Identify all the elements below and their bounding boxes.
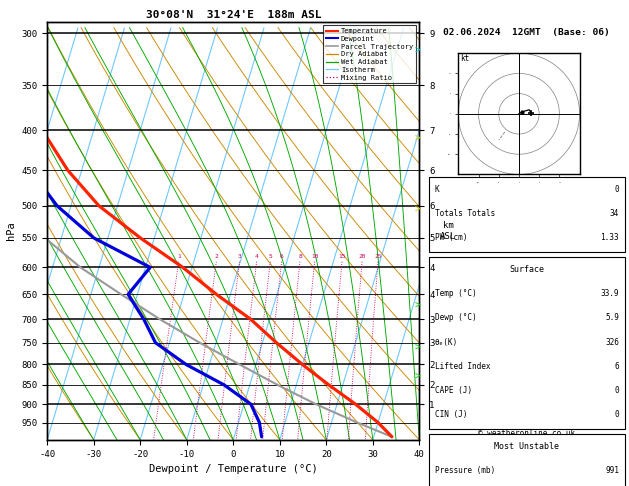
FancyBboxPatch shape: [429, 434, 625, 486]
Text: 3: 3: [238, 254, 242, 259]
Text: 02.06.2024  12GMT  (Base: 06): 02.06.2024 12GMT (Base: 06): [443, 28, 610, 37]
Text: 326: 326: [605, 338, 619, 347]
Text: 33.9: 33.9: [601, 289, 619, 298]
FancyBboxPatch shape: [429, 257, 625, 429]
Text: PW (cm): PW (cm): [435, 233, 467, 242]
Y-axis label: hPa: hPa: [6, 222, 16, 240]
Text: Most Unstable: Most Unstable: [494, 442, 559, 451]
Text: 6: 6: [280, 254, 284, 259]
Text: 2: 2: [214, 254, 218, 259]
Text: >: >: [415, 134, 420, 144]
Text: >: >: [415, 205, 420, 215]
Text: >: >: [415, 372, 420, 382]
Text: 5: 5: [269, 254, 272, 259]
Text: 6: 6: [615, 362, 619, 371]
Text: CIN (J): CIN (J): [435, 410, 467, 419]
Text: >: >: [415, 343, 420, 353]
Text: >: >: [415, 301, 420, 311]
Text: CAPE (J): CAPE (J): [435, 386, 472, 395]
Text: 1: 1: [177, 254, 181, 259]
Text: Pressure (mb): Pressure (mb): [435, 467, 495, 475]
Text: 20: 20: [359, 254, 366, 259]
FancyBboxPatch shape: [429, 176, 625, 252]
Text: Lifted Index: Lifted Index: [435, 362, 491, 371]
Legend: Temperature, Dewpoint, Parcel Trajectory, Dry Adiabat, Wet Adiabat, Isotherm, Mi: Temperature, Dewpoint, Parcel Trajectory…: [323, 25, 416, 83]
Text: 5.9: 5.9: [605, 313, 619, 322]
Text: 34: 34: [610, 209, 619, 218]
Text: 25: 25: [374, 254, 382, 259]
Text: θₑ(K): θₑ(K): [435, 338, 458, 347]
Text: 0: 0: [615, 386, 619, 395]
Text: © weatheronline.co.uk: © weatheronline.co.uk: [478, 429, 576, 438]
Text: 1.33: 1.33: [601, 233, 619, 242]
Text: >: >: [415, 46, 420, 56]
Text: Dewp (°C): Dewp (°C): [435, 313, 476, 322]
Text: K: K: [435, 185, 440, 193]
X-axis label: Dewpoint / Temperature (°C): Dewpoint / Temperature (°C): [149, 464, 318, 474]
Text: kt: kt: [460, 54, 470, 63]
Title: 30°08'N  31°24'E  188m ASL: 30°08'N 31°24'E 188m ASL: [145, 10, 321, 20]
Text: Surface: Surface: [509, 265, 544, 274]
Text: 0: 0: [615, 185, 619, 193]
Text: Totals Totals: Totals Totals: [435, 209, 495, 218]
Text: 0: 0: [615, 410, 619, 419]
Text: 15: 15: [338, 254, 346, 259]
Text: 991: 991: [605, 467, 619, 475]
Text: 4: 4: [255, 254, 259, 259]
Text: Temp (°C): Temp (°C): [435, 289, 476, 298]
Y-axis label: km
ASL: km ASL: [440, 221, 457, 241]
Text: 10: 10: [311, 254, 319, 259]
Text: 8: 8: [298, 254, 302, 259]
